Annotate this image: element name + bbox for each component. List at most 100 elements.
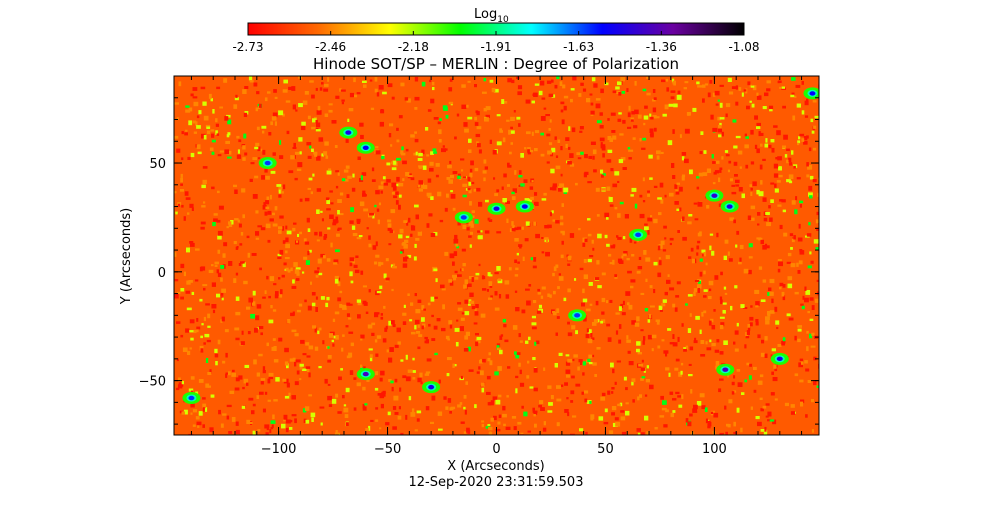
- heatmap-cell: [769, 419, 775, 422]
- heatmap-cell: [537, 288, 541, 292]
- heatmap-cell: [611, 391, 614, 394]
- heatmap-cell: [267, 399, 271, 402]
- heatmap-cell: [647, 334, 653, 340]
- heatmap-cell: [526, 375, 530, 379]
- heatmap-cell: [717, 128, 722, 133]
- heatmap-cell: [515, 388, 518, 394]
- heatmap-cell: [591, 77, 596, 82]
- heatmap-cell: [238, 375, 243, 380]
- heatmap-cell: [752, 85, 757, 91]
- heatmap-cell: [658, 260, 662, 266]
- heatmap-cell: [228, 224, 233, 227]
- heatmap-cell: [670, 90, 676, 93]
- heatmap-cell: [527, 147, 531, 151]
- heatmap-cell: [410, 134, 415, 138]
- heatmap-cell: [782, 209, 786, 213]
- heatmap-cell: [290, 267, 293, 272]
- heatmap-cell: [459, 326, 464, 332]
- heatmap-cell: [217, 235, 222, 240]
- heatmap-cell: [363, 208, 369, 212]
- heatmap-cell: [530, 196, 534, 201]
- heatmap-cell: [533, 257, 537, 262]
- heatmap-cell: [675, 191, 680, 195]
- heatmap-cell: [608, 430, 614, 434]
- heatmap-cell: [724, 405, 727, 410]
- heatmap-cell: [286, 363, 289, 369]
- heatmap-cell: [712, 127, 718, 132]
- heatmap-cell: [391, 386, 394, 392]
- heatmap-cell: [461, 312, 466, 315]
- heatmap-cell: [465, 381, 468, 385]
- heatmap-cell: [278, 110, 284, 116]
- heatmap-cell: [243, 112, 248, 117]
- heatmap-cell: [601, 174, 604, 178]
- heatmap-cell: [372, 213, 375, 219]
- heatmap-cell: [699, 258, 703, 262]
- heatmap-cell: [555, 165, 561, 170]
- heatmap-cell: [653, 185, 658, 188]
- heatmap-cell: [455, 342, 459, 347]
- heatmap-cell: [444, 207, 448, 212]
- heatmap-cell: [531, 315, 536, 319]
- heatmap-cell: [579, 428, 584, 432]
- heatmap-cell: [197, 151, 202, 155]
- heatmap-cell: [549, 294, 552, 298]
- heatmap-cell: [252, 301, 256, 306]
- heatmap-cell: [476, 371, 480, 374]
- heatmap-cell: [742, 307, 748, 309]
- heatmap-cell: [375, 190, 380, 195]
- heatmap-cell: [487, 357, 491, 362]
- heatmap-cell: [538, 404, 542, 408]
- heatmap-cell: [421, 183, 424, 189]
- heatmap-cell: [658, 305, 663, 310]
- heatmap-cell: [371, 322, 376, 326]
- heatmap-cell: [554, 84, 558, 89]
- heatmap-cell: [430, 296, 435, 302]
- heatmap-cell: [259, 391, 264, 395]
- heatmap-cell: [368, 425, 371, 431]
- heatmap-cell: [476, 126, 482, 130]
- heatmap-cell: [784, 154, 788, 158]
- heatmap-cell: [645, 379, 650, 383]
- heatmap-cell: [262, 205, 267, 210]
- heatmap-cell: [223, 242, 228, 247]
- heatmap-cell: [699, 393, 705, 398]
- heatmap-cell: [497, 347, 502, 350]
- heatmap-cell: [463, 395, 467, 399]
- heatmap-cell: [585, 431, 588, 435]
- heatmap-cell: [643, 336, 646, 341]
- heatmap-cell: [273, 399, 278, 402]
- heatmap-cell: [335, 216, 339, 221]
- heatmap-cell: [755, 301, 760, 306]
- heatmap-cell: [551, 147, 556, 152]
- heatmap-cell: [728, 399, 733, 404]
- heatmap-cell: [592, 322, 597, 326]
- heatmap-cell: [327, 355, 332, 359]
- heatmap-cell: [280, 191, 284, 194]
- heatmap-cell: [586, 328, 589, 333]
- heatmap-cell: [400, 150, 404, 155]
- heatmap-cell: [665, 353, 668, 357]
- heatmap-feature: [188, 395, 195, 401]
- heatmap-cell: [649, 384, 654, 390]
- heatmap-cell: [760, 299, 766, 302]
- heatmap-cell: [816, 279, 819, 282]
- heatmap-cell: [430, 233, 436, 237]
- heatmap-cell: [549, 212, 552, 217]
- heatmap-cell: [506, 395, 509, 398]
- heatmap-cell: [203, 134, 207, 140]
- heatmap-cell: [371, 179, 376, 182]
- heatmap-cell: [226, 404, 232, 408]
- heatmap-cell: [711, 250, 715, 256]
- heatmap-cell: [760, 408, 764, 412]
- heatmap-cell: [543, 107, 547, 110]
- heatmap-cell: [569, 233, 575, 238]
- heatmap-cell: [407, 254, 412, 258]
- heatmap-cell: [777, 259, 782, 262]
- heatmap-cell: [633, 241, 637, 244]
- heatmap-cell: [638, 363, 643, 367]
- heatmap-cell: [326, 170, 332, 175]
- heatmap-cell: [192, 87, 198, 91]
- heatmap-cell: [320, 422, 323, 426]
- heatmap-cell: [750, 217, 755, 221]
